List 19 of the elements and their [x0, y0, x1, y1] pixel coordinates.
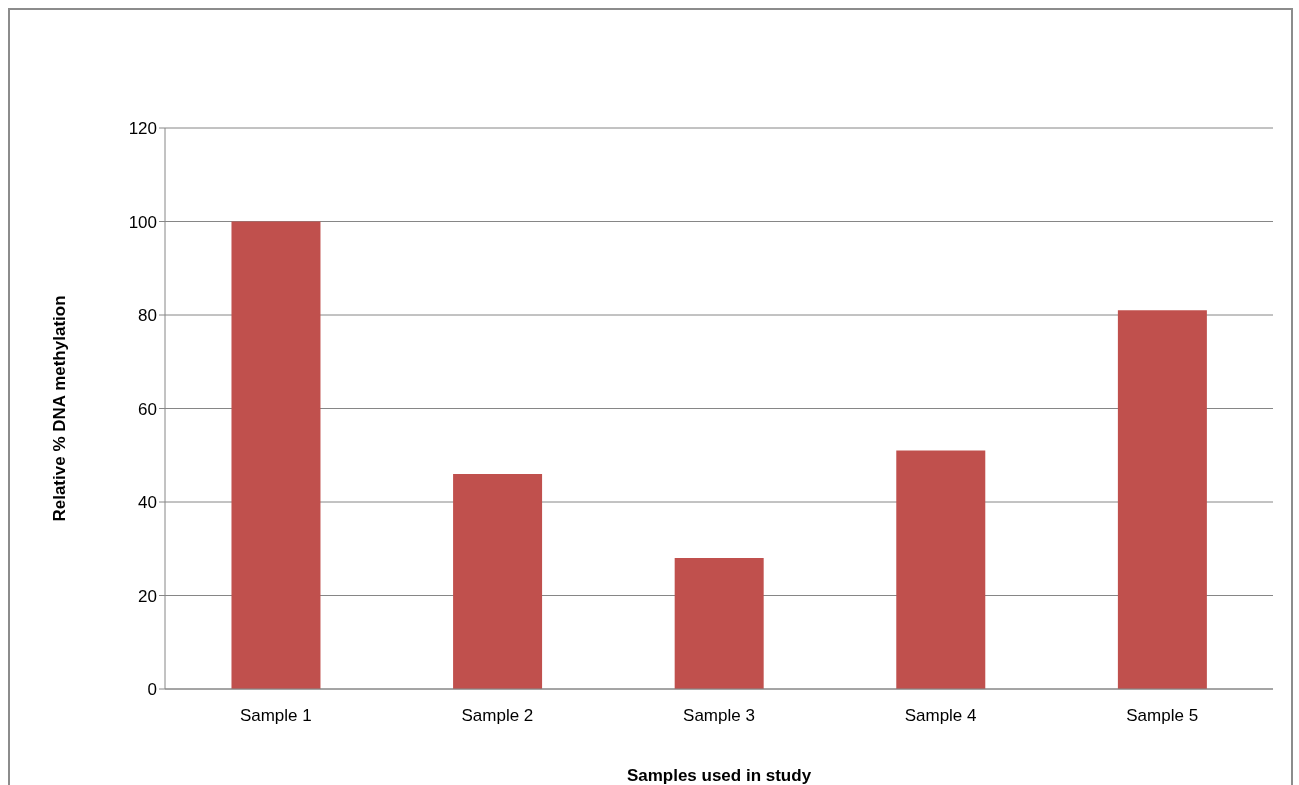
x-tick-label: Sample 4 — [904, 706, 977, 726]
x-tick-label: Sample 2 — [461, 706, 534, 726]
bar — [896, 450, 986, 689]
y-tick-label: 20 — [138, 586, 157, 606]
x-tick-label: Sample 5 — [1126, 706, 1199, 726]
y-tick-label: 100 — [128, 212, 157, 232]
x-axis-title: Samples used in study — [626, 766, 812, 785]
x-tick-label: Sample 1 — [239, 706, 312, 726]
y-axis-title: Relative % DNA methylation — [50, 295, 70, 522]
y-tick-label: 60 — [138, 399, 157, 419]
y-tick-label: 120 — [128, 119, 157, 139]
y-tick-label: 40 — [138, 493, 157, 513]
bar — [674, 558, 764, 689]
y-tick-label: 0 — [147, 680, 157, 700]
y-tick-label: 80 — [138, 306, 157, 326]
bar — [1117, 310, 1207, 689]
bar — [231, 221, 321, 689]
bar — [453, 473, 543, 689]
x-tick-label: Sample 3 — [683, 706, 755, 726]
